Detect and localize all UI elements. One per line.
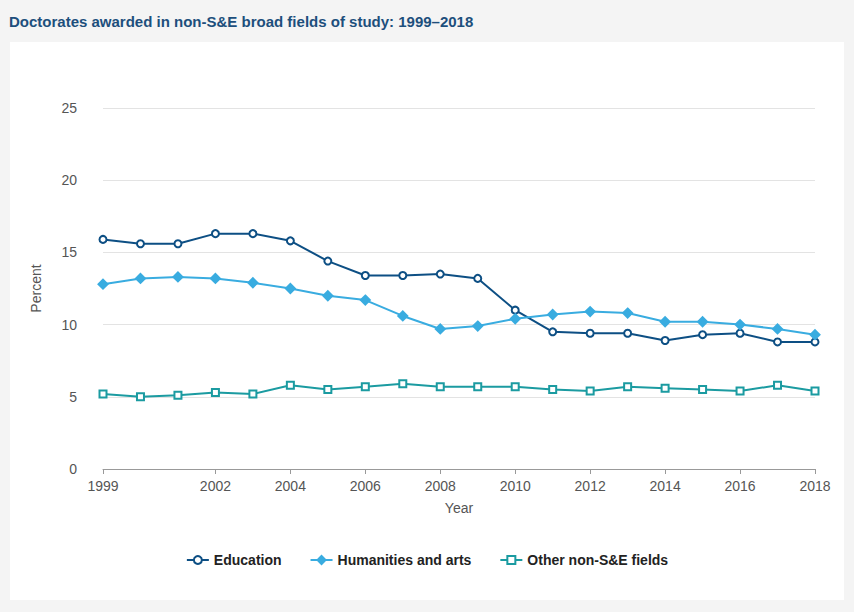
svg-text:2008: 2008 [425,478,456,494]
svg-text:Humanities and arts: Humanities and arts [338,552,472,568]
svg-text:Percent: Percent [28,264,44,312]
svg-text:Doctorates awarded in non-S&E: Doctorates awarded in non-S&E broad fiel… [9,13,473,30]
svg-text:2002: 2002 [200,478,231,494]
svg-text:0: 0 [69,461,77,477]
svg-text:25: 25 [61,100,77,116]
svg-text:Other non-S&E fields: Other non-S&E fields [527,552,668,568]
svg-text:10: 10 [61,317,77,333]
svg-text:2006: 2006 [350,478,381,494]
svg-text:2014: 2014 [650,478,681,494]
svg-text:15: 15 [61,244,77,260]
svg-text:2018: 2018 [799,478,830,494]
svg-text:Education: Education [214,552,282,568]
svg-text:2016: 2016 [724,478,755,494]
svg-text:2004: 2004 [275,478,306,494]
svg-text:2010: 2010 [500,478,531,494]
svg-text:20: 20 [61,172,77,188]
svg-text:5: 5 [69,389,77,405]
svg-text:2012: 2012 [575,478,606,494]
svg-text:1999: 1999 [87,478,118,494]
svg-text:Year: Year [445,500,474,516]
